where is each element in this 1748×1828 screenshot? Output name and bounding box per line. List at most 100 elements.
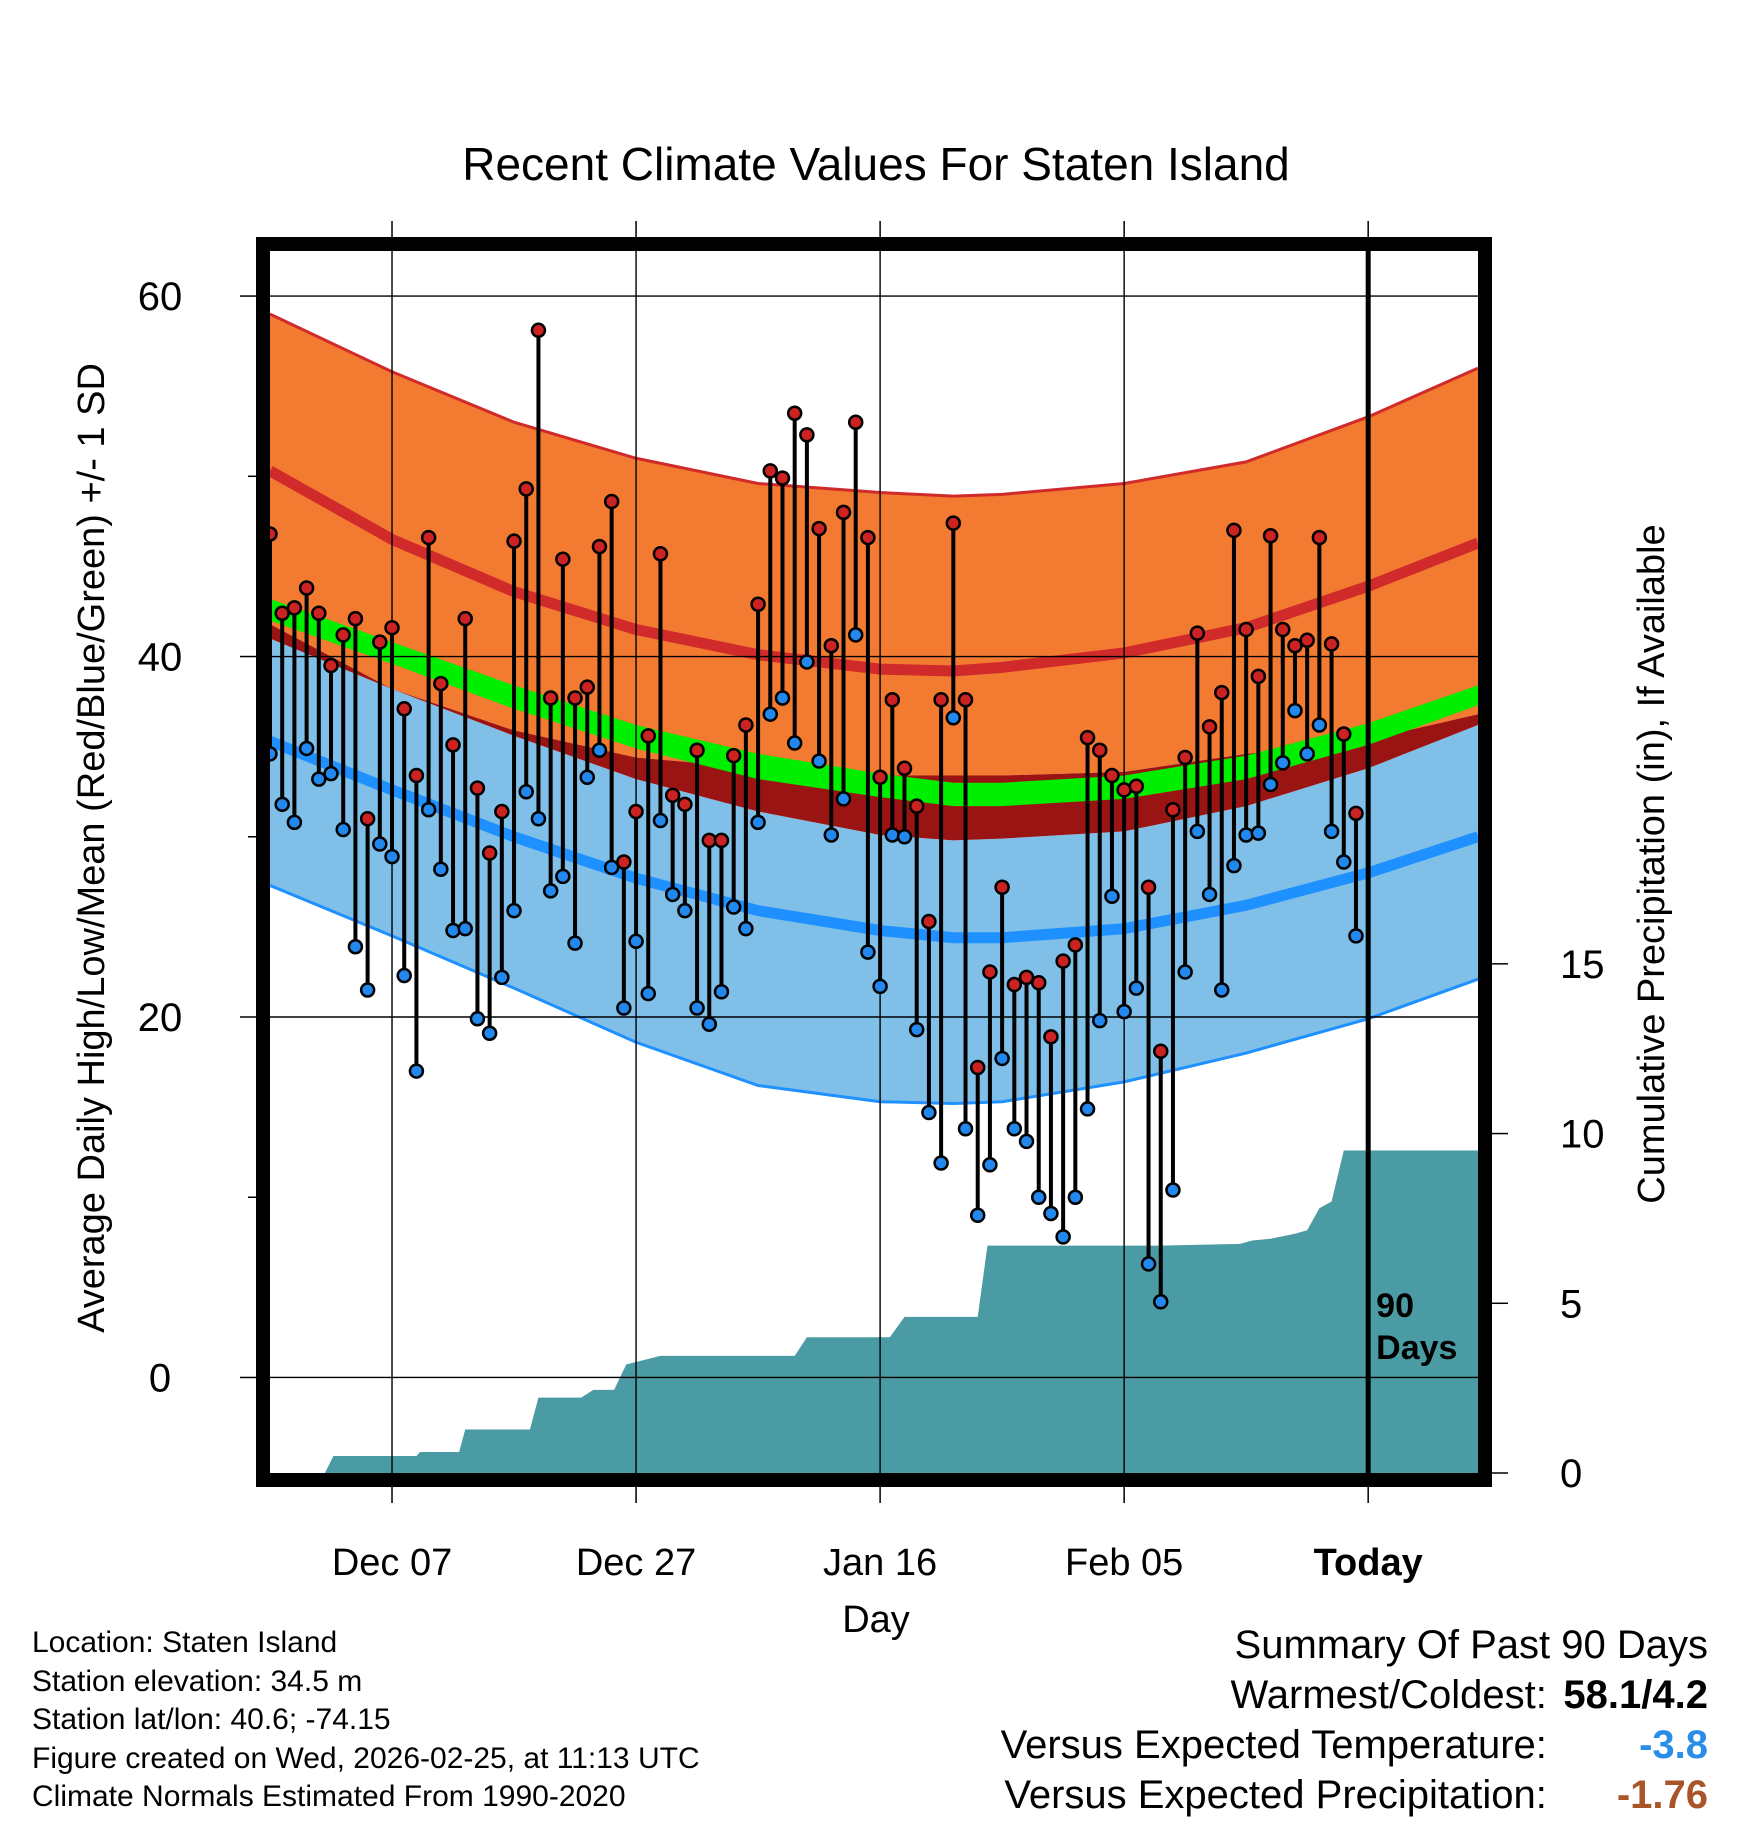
- high-dot: [908, 798, 925, 814]
- summary-title: Summary Of Past 90 Days: [1234, 1623, 1708, 1667]
- high-dot: [286, 600, 303, 616]
- high-dot: [469, 780, 486, 796]
- low-dot: [518, 783, 534, 800]
- high-dot: [982, 964, 998, 980]
- high-dot: [481, 845, 498, 861]
- high-dot: [384, 619, 400, 636]
- high-dot: [786, 405, 803, 421]
- low-dot: [664, 886, 681, 903]
- high-dot: [1104, 767, 1120, 784]
- y2-tick-label: 5: [1560, 1282, 1582, 1326]
- y2-tick-label: 10: [1560, 1113, 1605, 1157]
- high-dot: [957, 692, 974, 708]
- high-dot: [347, 610, 364, 627]
- low-dot: [359, 982, 376, 998]
- low-dot: [1262, 776, 1279, 793]
- high-dot: [311, 605, 327, 622]
- high-dot: [1299, 632, 1315, 649]
- low-dot: [1018, 1133, 1035, 1150]
- summary-warmest: Warmest/Coldest: 58.1/4.2: [808, 1670, 1709, 1720]
- high-dot: [664, 787, 681, 804]
- low-dot: [640, 985, 657, 1002]
- low-dot: [835, 791, 852, 807]
- x-tick-label: Feb 05: [1065, 1542, 1183, 1584]
- high-dot: [1091, 742, 1108, 759]
- low-dot: [1030, 1189, 1047, 1205]
- low-dot: [1043, 1205, 1059, 1222]
- low-dot: [945, 710, 962, 726]
- normal-high-line: [267, 466, 1481, 677]
- low-dot: [420, 801, 437, 818]
- normal-mean-green-band: [270, 598, 1478, 807]
- high-dot: [652, 546, 669, 562]
- high-dot: [445, 737, 461, 753]
- high-dot: [555, 551, 571, 567]
- high-dot: [872, 769, 888, 786]
- low-dot: [994, 1050, 1010, 1067]
- high-dot: [1250, 668, 1267, 685]
- low-dot: [982, 1157, 998, 1173]
- low-dot: [1323, 823, 1340, 840]
- low-dot: [1275, 755, 1291, 771]
- y-tick-label: 20: [138, 996, 183, 1040]
- high-dot: [457, 610, 473, 627]
- high-dot: [1128, 778, 1145, 795]
- low-dot: [884, 827, 901, 843]
- high-dot: [1226, 522, 1242, 539]
- high-dot: [1043, 1029, 1059, 1045]
- low-dot: [603, 859, 620, 876]
- low-dot: [1348, 928, 1364, 944]
- station-info: Location: Staten Island Station elevatio…: [32, 1624, 700, 1817]
- low-dot: [396, 967, 412, 984]
- chart-title: Recent Climate Values For Staten Island: [462, 138, 1290, 190]
- low-dot: [1006, 1120, 1023, 1137]
- low-dot: [347, 938, 364, 955]
- y2-tick-label: 15: [1560, 943, 1605, 987]
- high-dot: [1177, 749, 1193, 766]
- high-dot: [969, 1059, 986, 1076]
- low-dot: [1091, 1012, 1108, 1029]
- low-dot: [896, 829, 913, 845]
- low-dot: [786, 735, 803, 751]
- low-dot: [1055, 1229, 1071, 1245]
- low-dot: [506, 902, 522, 919]
- low-dot: [274, 796, 290, 813]
- low-dot: [689, 1000, 705, 1016]
- high-dot: [1323, 636, 1340, 652]
- y-tick-label: 60: [138, 275, 183, 319]
- latlon-text: Station lat/lon: 40.6; -74.15: [32, 1703, 391, 1736]
- created-text: Figure created on Wed, 2026-02-25, at 11…: [32, 1741, 700, 1775]
- low-dot: [823, 827, 840, 843]
- high-dot: [1018, 969, 1035, 986]
- warmest-label: Warmest/Coldest:: [1230, 1673, 1547, 1717]
- low-dot: [762, 706, 779, 722]
- high-dot: [1238, 621, 1254, 638]
- low-dot: [1079, 1101, 1096, 1117]
- high-dot: [274, 605, 290, 622]
- high-dot: [1348, 805, 1364, 822]
- plot-frame: [256, 237, 1492, 1487]
- low-dot: [1250, 825, 1267, 841]
- high-dot: [933, 692, 949, 708]
- low-dot: [652, 812, 669, 829]
- high-dot: [811, 520, 827, 537]
- high-dot: [1165, 801, 1181, 818]
- low-dot: [738, 920, 754, 937]
- low-dot: [969, 1207, 986, 1224]
- high-dot: [579, 679, 596, 695]
- low-dot: [811, 753, 827, 769]
- high-dot: [433, 675, 449, 692]
- precipitation-fill: [270, 1150, 1478, 1473]
- high-dot: [518, 481, 534, 497]
- high-dot: [335, 627, 351, 643]
- today-days-line: 90: [1376, 1287, 1414, 1325]
- high-dot: [372, 634, 388, 650]
- high-dot: [420, 529, 437, 546]
- high-dot: [1336, 726, 1352, 742]
- high-dot: [616, 854, 632, 870]
- high-dot: [542, 690, 559, 706]
- low-dot: [933, 1155, 949, 1171]
- y-tick-label: 40: [138, 636, 183, 680]
- low-dot: [530, 810, 547, 827]
- low-dot: [457, 920, 473, 937]
